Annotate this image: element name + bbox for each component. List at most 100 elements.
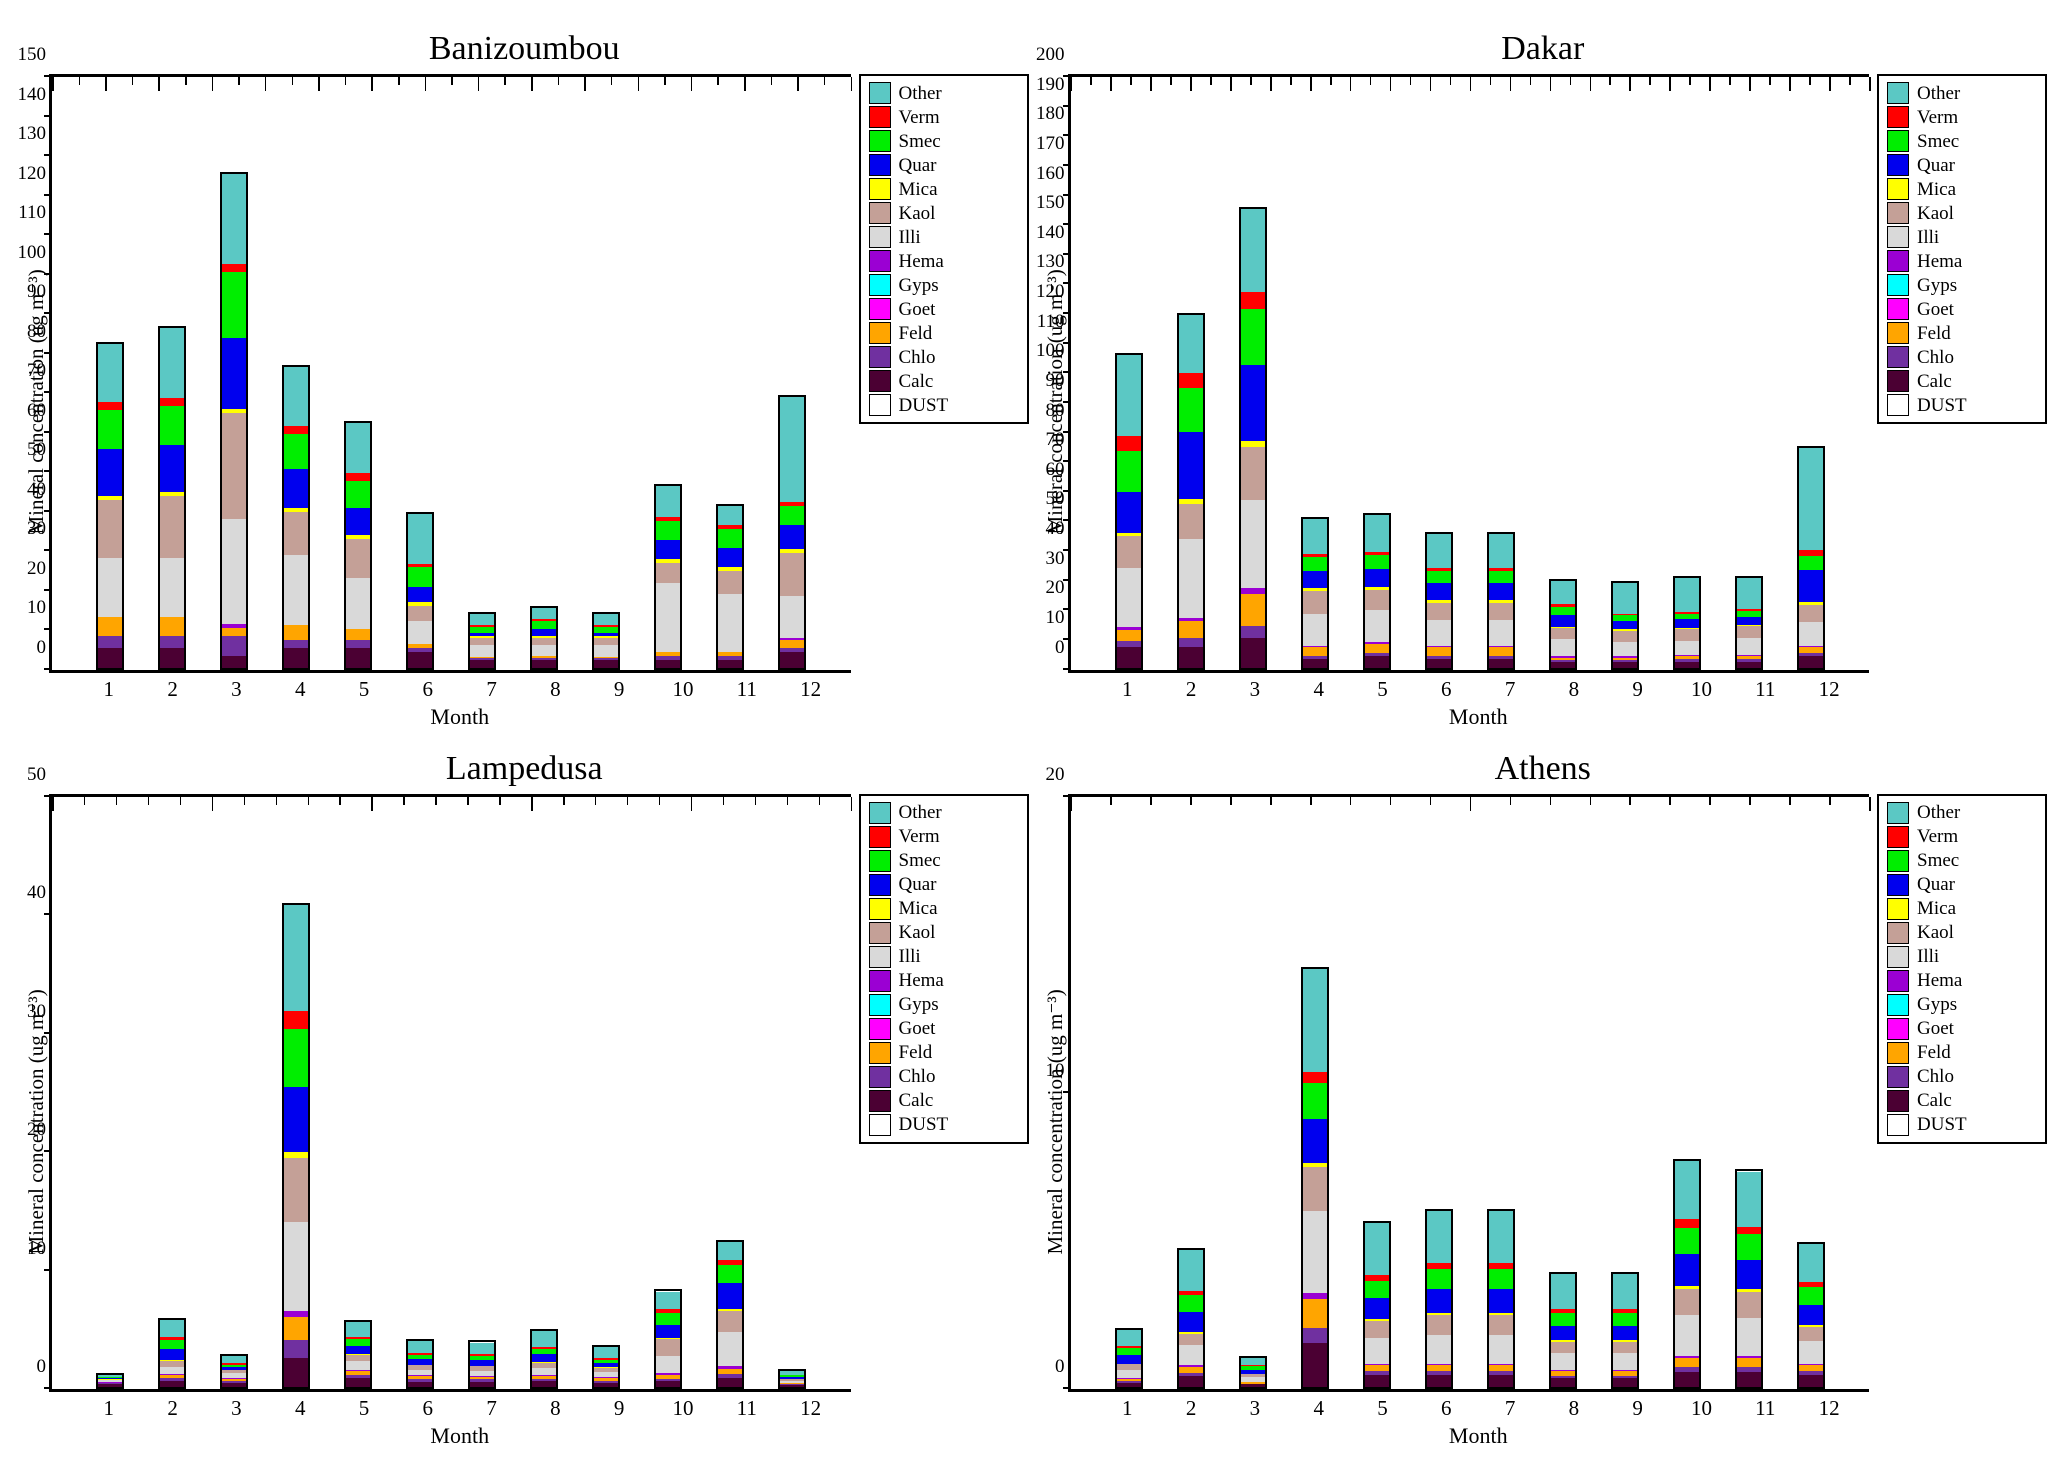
segment-verm	[222, 264, 246, 272]
legend-label-quar: Quar	[899, 875, 937, 894]
segment-feld	[1427, 647, 1451, 656]
segment-smec	[1179, 1295, 1203, 1312]
bar-month-5[interactable]	[1363, 513, 1391, 670]
x-tick-label-2: 2	[1177, 1396, 1205, 1421]
bar-month-8[interactable]	[1549, 579, 1577, 669]
bar-month-7[interactable]	[468, 1340, 496, 1389]
segment-calc	[532, 660, 556, 667]
bar-month-10[interactable]	[654, 484, 682, 670]
bar-month-11[interactable]	[716, 504, 744, 670]
x-tick-label-11: 11	[1751, 1396, 1779, 1421]
bar-month-8[interactable]	[530, 1329, 558, 1389]
segment-kaol	[718, 571, 742, 594]
bar-month-5[interactable]	[344, 421, 372, 670]
bar-month-4[interactable]	[1301, 967, 1329, 1389]
bar-month-2[interactable]	[1177, 313, 1205, 670]
segment-calc	[1179, 1376, 1203, 1388]
segment-quar	[1427, 583, 1451, 600]
legend-item-feld: Feld	[869, 1042, 1019, 1064]
legend-swatch-mica	[869, 898, 891, 920]
segment-calc	[470, 1382, 494, 1387]
y-tick-label: 90	[27, 281, 52, 303]
bar-month-1[interactable]	[1115, 353, 1143, 670]
bar-month-4[interactable]	[1301, 517, 1329, 670]
legend-swatch-mica	[1887, 898, 1909, 920]
y-tick-label: 40	[27, 479, 52, 501]
bar-month-7[interactable]	[1487, 532, 1515, 670]
bar-month-9[interactable]	[592, 1345, 620, 1389]
bar-month-4[interactable]	[282, 903, 310, 1389]
x-tick-label-6: 6	[1432, 677, 1460, 702]
bar-month-8[interactable]	[1549, 1272, 1577, 1389]
bar-month-12[interactable]	[1797, 1242, 1825, 1389]
legend-item-mica: Mica	[869, 178, 1019, 200]
bar-month-9[interactable]	[1611, 1272, 1639, 1389]
legend-item-other: Other	[869, 82, 1019, 104]
segment-quar	[1117, 492, 1141, 533]
legend-label-quar: Quar	[899, 156, 937, 175]
segment-illi	[1799, 622, 1823, 645]
bar-month-11[interactable]	[716, 1240, 744, 1389]
segment-calc	[1737, 1372, 1761, 1387]
segment-other	[1303, 519, 1327, 554]
segment-other	[1117, 355, 1141, 437]
bar-month-3[interactable]	[220, 1354, 248, 1389]
bar-month-10[interactable]	[1673, 1159, 1701, 1389]
segment-illi	[718, 594, 742, 652]
segment-calc	[1303, 1343, 1327, 1387]
bar-month-2[interactable]	[1177, 1248, 1205, 1389]
bar-month-1[interactable]	[1115, 1328, 1143, 1389]
bar-month-6[interactable]	[1425, 1209, 1453, 1389]
bar-month-6[interactable]	[1425, 532, 1453, 670]
segment-feld	[780, 640, 804, 648]
legend-label-other: Other	[899, 84, 942, 103]
bar-month-3[interactable]	[1239, 207, 1267, 669]
panel-dakar: Dakar Mineral concentration (ug m⁻³) 0 10 20…	[1039, 20, 2048, 730]
bar-month-9[interactable]	[1611, 581, 1639, 670]
bar-month-12[interactable]	[778, 1369, 806, 1389]
bar-month-10[interactable]	[654, 1289, 682, 1389]
bar-month-11[interactable]	[1735, 1169, 1763, 1389]
x-tick-label-10: 10	[1687, 677, 1715, 702]
bar-month-12[interactable]	[1797, 446, 1825, 670]
segment-kaol	[160, 496, 184, 558]
legend: Other Verm Smec Quar Mica Kaol Illi Hema Gyps Goe…	[1877, 794, 2047, 1144]
bar-month-1[interactable]	[96, 1373, 124, 1389]
bar-month-9[interactable]	[592, 612, 620, 669]
segment-feld	[1365, 644, 1389, 653]
bar-month-8[interactable]	[530, 606, 558, 669]
bar-month-5[interactable]	[1363, 1221, 1391, 1389]
segment-illi	[1303, 1211, 1327, 1293]
legend-label-mica: Mica	[1917, 899, 1956, 918]
legend-item-mica: Mica	[1887, 898, 2037, 920]
bar-month-5[interactable]	[344, 1320, 372, 1389]
legend-label-smec: Smec	[1917, 132, 1959, 151]
bar-month-4[interactable]	[282, 365, 310, 669]
bar-month-10[interactable]	[1673, 576, 1701, 669]
legend-item-dust: DUST	[1887, 1114, 2037, 1136]
segment-chlo	[222, 636, 246, 656]
bar-month-6[interactable]	[406, 512, 434, 670]
bar-month-2[interactable]	[158, 1318, 186, 1389]
bar-month-11[interactable]	[1735, 576, 1763, 669]
legend-label-verm: Verm	[1917, 827, 1958, 846]
segment-chlo	[98, 636, 122, 648]
segment-calc	[1489, 659, 1513, 668]
segment-illi	[1365, 1338, 1389, 1364]
bar-month-7[interactable]	[1487, 1209, 1515, 1389]
segment-verm	[1179, 373, 1203, 388]
bar-month-3[interactable]	[1239, 1356, 1267, 1389]
bar-month-3[interactable]	[220, 172, 248, 670]
segment-kaol	[346, 1355, 370, 1362]
bar-month-12[interactable]	[778, 395, 806, 670]
segment-other	[656, 486, 680, 517]
bar-month-7[interactable]	[468, 612, 496, 669]
segment-calc	[1427, 1375, 1451, 1387]
bar-month-1[interactable]	[96, 342, 124, 670]
y-tick-label: 100	[18, 242, 53, 264]
segment-quar	[98, 449, 122, 496]
bar-month-2[interactable]	[158, 326, 186, 670]
bar-month-6[interactable]	[406, 1339, 434, 1389]
legend-item-kaol: Kaol	[869, 202, 1019, 224]
segment-other	[1365, 515, 1389, 553]
